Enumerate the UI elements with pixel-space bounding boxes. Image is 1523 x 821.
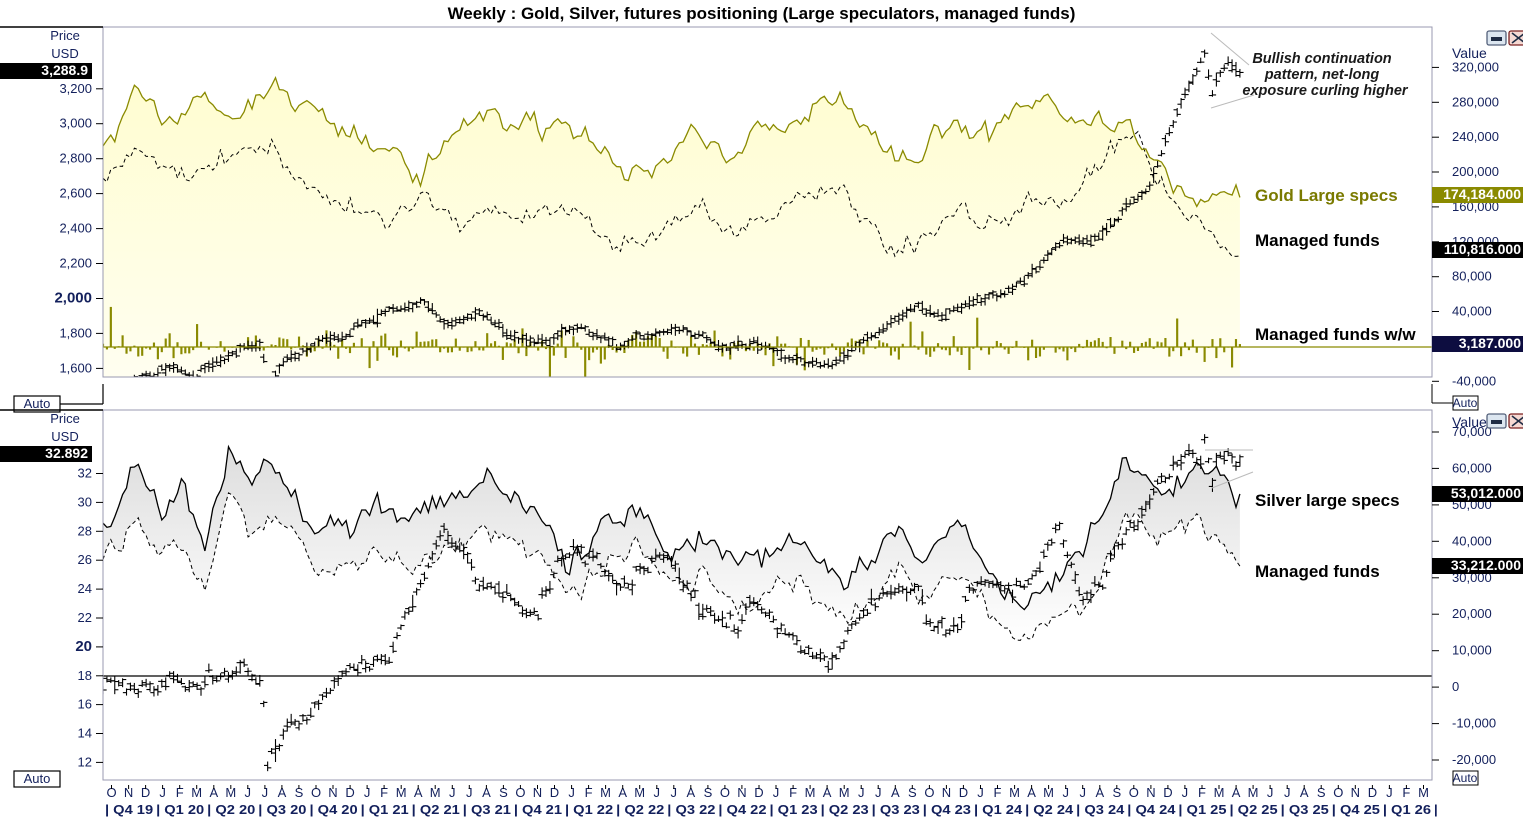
svg-text:| Q3 25: | Q3 25 xyxy=(1281,802,1329,817)
svg-text:| Q3 22: | Q3 22 xyxy=(667,802,715,817)
svg-text:| Q1 26: | Q1 26 xyxy=(1383,802,1431,817)
svg-text:| Q3 20: | Q3 20 xyxy=(258,802,306,817)
svg-text:|: | xyxy=(1434,802,1438,817)
svg-text:| Q1 20: | Q1 20 xyxy=(156,802,204,817)
svg-text:| Q4 23: | Q4 23 xyxy=(923,802,971,817)
svg-text:| Q4 25: | Q4 25 xyxy=(1332,802,1380,817)
svg-text:| Q2 24: | Q2 24 xyxy=(1025,802,1074,817)
svg-text:| Q1 23: | Q1 23 xyxy=(770,802,818,817)
svg-text:| Q2 22: | Q2 22 xyxy=(616,802,664,817)
svg-text:| Q2 23: | Q2 23 xyxy=(821,802,869,817)
svg-text:| Q1 22: | Q1 22 xyxy=(565,802,613,817)
svg-text:| Q2 25: | Q2 25 xyxy=(1230,802,1278,817)
svg-text:| Q2 21: | Q2 21 xyxy=(412,802,460,817)
svg-text:| Q1 25: | Q1 25 xyxy=(1178,802,1226,817)
svg-text:| Q3 23: | Q3 23 xyxy=(872,802,920,817)
svg-text:| Q3 24: | Q3 24 xyxy=(1076,802,1125,817)
svg-text:| Q4 20: | Q4 20 xyxy=(310,802,358,817)
svg-text:| Q2 20: | Q2 20 xyxy=(207,802,255,817)
svg-text:| Q4 24: | Q4 24 xyxy=(1127,802,1176,817)
svg-text:| Q4 21: | Q4 21 xyxy=(514,802,562,817)
svg-text:| Q1 21: | Q1 21 xyxy=(361,802,409,817)
svg-text:| Q4 22: | Q4 22 xyxy=(718,802,766,817)
svg-text:| Q1 24: | Q1 24 xyxy=(974,802,1023,817)
svg-text:| Q3 21: | Q3 21 xyxy=(463,802,511,817)
svg-text:| Q4 19: | Q4 19 xyxy=(105,802,153,817)
